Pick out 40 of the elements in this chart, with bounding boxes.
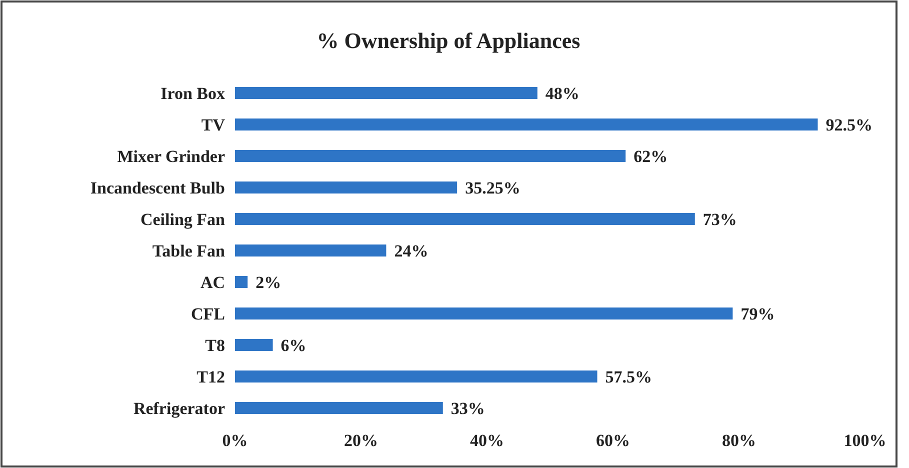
- chart-title: % Ownership of Appliances: [316, 28, 581, 53]
- bar: [235, 308, 733, 320]
- bar: [235, 118, 818, 130]
- bar: [235, 244, 386, 256]
- data-label: 35.25%: [465, 178, 520, 198]
- y-tick-label: T12: [196, 367, 225, 386]
- data-label: 62%: [634, 146, 668, 166]
- data-label: 2%: [256, 272, 282, 292]
- data-label: 6%: [280, 336, 306, 355]
- y-tick-label: Table Fan: [152, 241, 226, 260]
- bar: [235, 276, 248, 288]
- y-tick-label: Mixer Grinder: [117, 146, 226, 166]
- bar: [235, 182, 458, 194]
- x-tick-label: 20%: [344, 431, 378, 450]
- y-tick-label: Incandescent Bulb: [90, 178, 225, 198]
- y-tick-label: Iron Box: [160, 84, 226, 103]
- x-tick-label: 0%: [222, 431, 248, 450]
- y-tick-label: T8: [205, 336, 225, 355]
- y-tick-label: Refrigerator: [133, 398, 226, 418]
- x-tick-label: 100%: [844, 431, 886, 450]
- x-tick-label: 80%: [722, 431, 756, 450]
- data-label: 73%: [702, 210, 737, 229]
- x-tick-label: 60%: [596, 431, 630, 450]
- bar: [235, 370, 598, 382]
- data-label: 24%: [394, 241, 428, 260]
- bar: [235, 213, 695, 225]
- bar: [235, 402, 443, 414]
- y-tick-label: Ceiling Fan: [140, 210, 226, 229]
- bar: [235, 87, 538, 99]
- data-label: 92.5%: [826, 115, 872, 134]
- y-tick-label: CFL: [191, 304, 225, 324]
- y-tick-label: AC: [200, 272, 225, 292]
- data-label: 33%: [450, 398, 485, 418]
- data-label: 48%: [545, 84, 580, 103]
- data-label: 57.5%: [605, 367, 652, 386]
- data-label: 79%: [740, 304, 775, 324]
- x-tick-label: 40%: [470, 431, 504, 450]
- bar: [235, 339, 273, 351]
- y-tick-label: TV: [201, 115, 226, 134]
- bar: [235, 150, 626, 162]
